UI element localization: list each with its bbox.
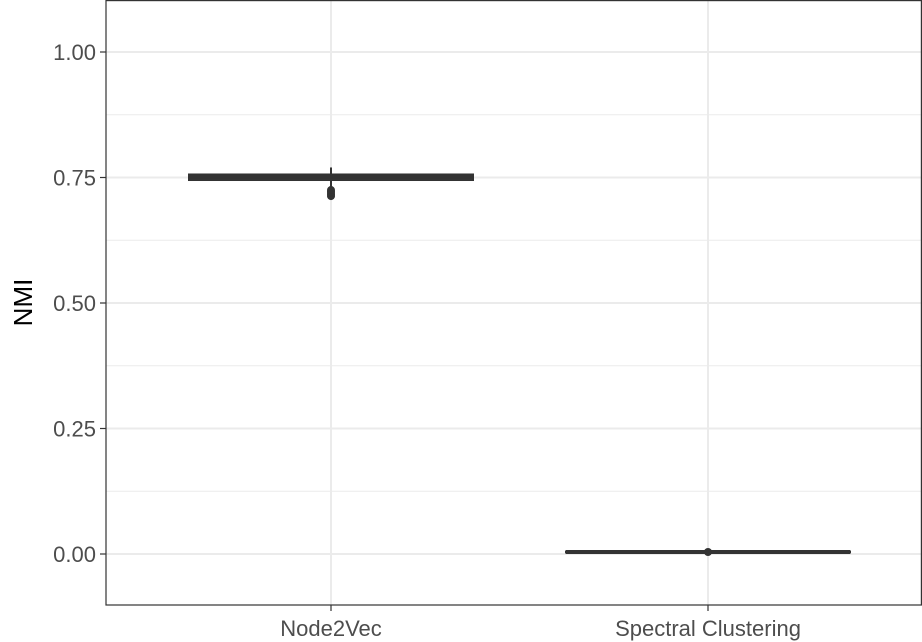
box-plots [188,167,851,556]
y-tick-label: 0.25 [53,417,96,442]
box-plot [565,547,851,556]
y-tick-label: 0.00 [53,542,96,567]
outlier-point [704,547,712,556]
x-tick-label: Node2Vec [280,616,382,641]
axis-ticks: 0.00 0.25 0.50 0.75 1.00 Node2Vec Spectral Clu… [53,40,801,641]
y-tick-label: 0.75 [53,166,96,191]
y-tick-label: 0.50 [53,291,96,316]
outlier-point [327,186,335,195]
y-tick-label: 1.00 [53,40,96,65]
x-tick-label: Spectral Clustering [615,616,801,641]
y-axis-title: NMI [8,279,38,327]
box-plot [188,167,474,201]
grid-lines [106,0,922,605]
